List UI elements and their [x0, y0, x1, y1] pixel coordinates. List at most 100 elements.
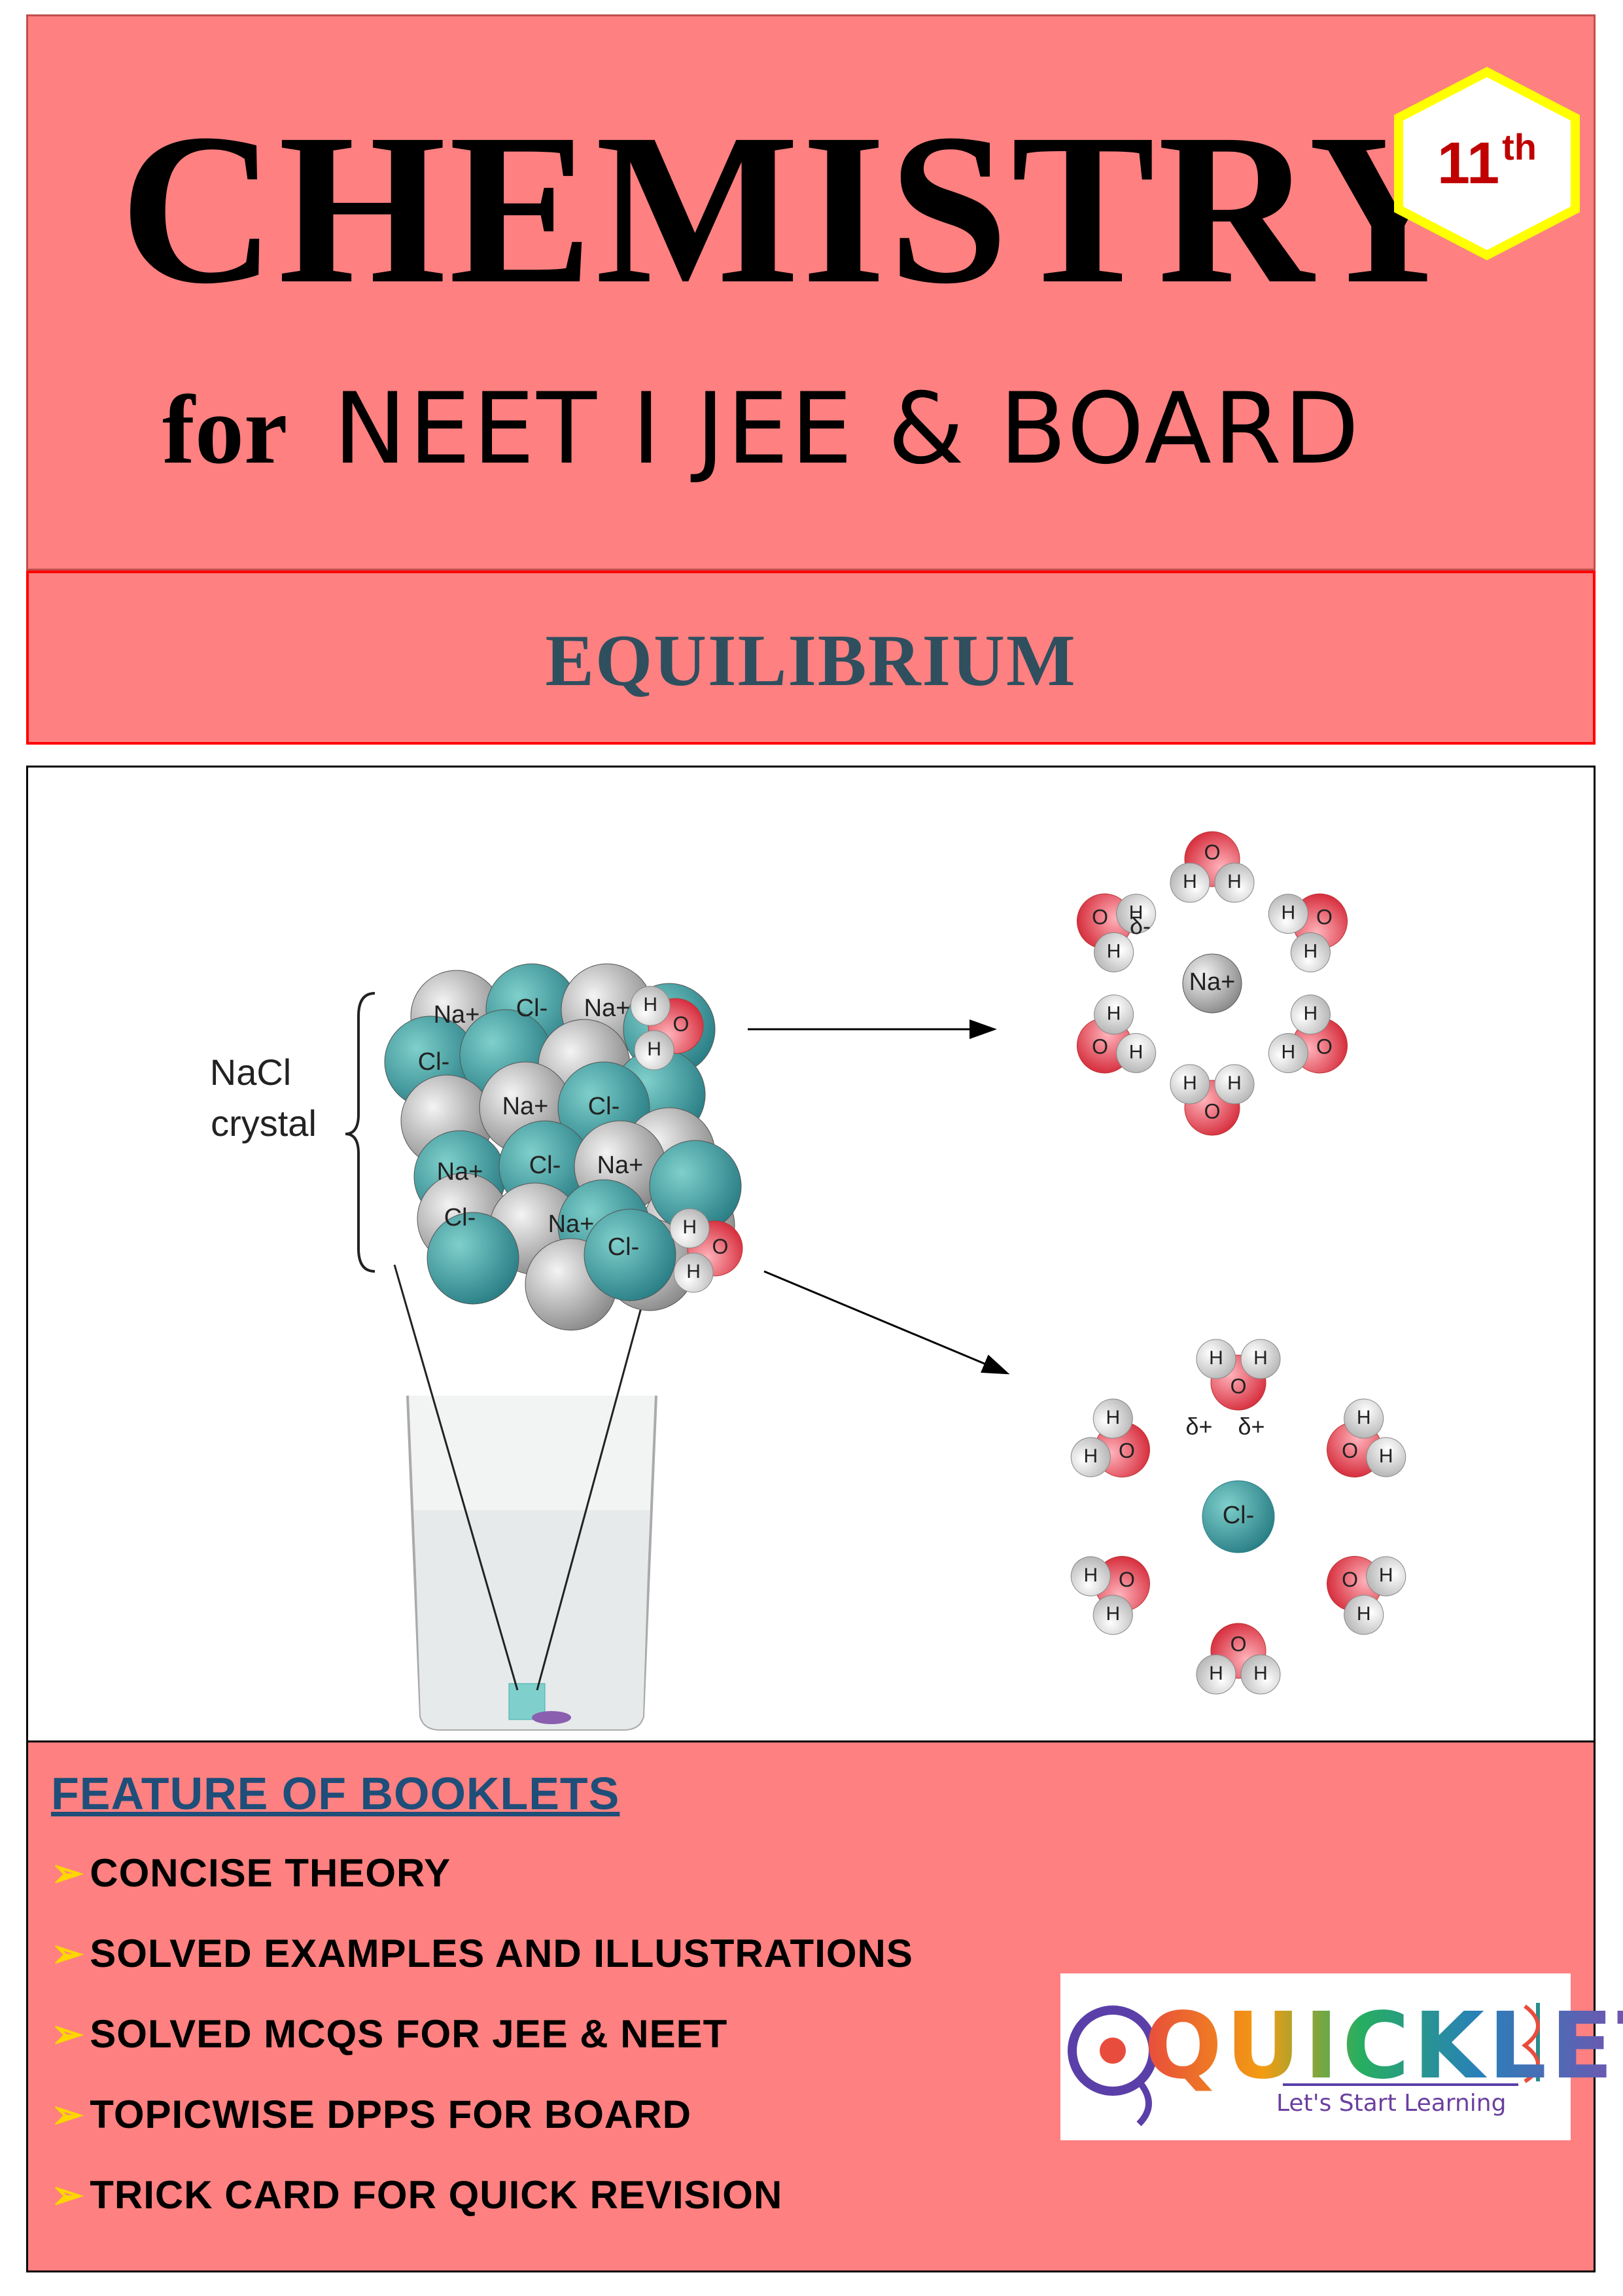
hydrogen-atom	[1290, 995, 1331, 1035]
grade-suffix: th	[1502, 126, 1537, 168]
oxygen-label: O	[1316, 1034, 1333, 1058]
hydrogen-atom	[1170, 1064, 1210, 1104]
hydrogen-atom	[1116, 1033, 1157, 1073]
arrow-bullet-icon: ➢	[51, 2012, 85, 2056]
oxygen-label: O	[1204, 840, 1221, 864]
hydrogen-label: H	[1106, 1603, 1120, 1625]
hydrogen-label: H	[1107, 940, 1121, 962]
hydrogen-atom	[1268, 894, 1308, 934]
water-molecule: OH H	[1170, 1064, 1255, 1136]
sodium-ion-hydrated	[1182, 953, 1242, 1014]
hydrogen-atom	[1290, 932, 1331, 972]
hydrogen-label: H	[1253, 1663, 1268, 1684]
topic-band: EQUILIBRIUM	[26, 571, 1596, 745]
subtitle-for: for	[162, 376, 288, 484]
book-subtitle: for NEET I JEE & BOARD	[162, 380, 1361, 479]
hydrogen-label: H	[1129, 1041, 1143, 1063]
hydrogen-atom	[1094, 995, 1134, 1035]
oxygen-label: O	[1119, 1568, 1135, 1591]
features-title: FEATURE OF BOOKLETS	[51, 1768, 620, 1819]
arrow-bullet-icon: ➢	[51, 1851, 85, 1895]
hydrogen-label: H	[1357, 1407, 1371, 1428]
oxygen-label: O	[1342, 1568, 1358, 1591]
chloride-label: Cl-	[516, 995, 548, 1022]
arrow-bullet-icon: ➢	[51, 2173, 85, 2217]
hydrogen-label: H	[1129, 902, 1143, 923]
hydrogen-label: H	[1227, 1072, 1242, 1094]
sodium-label: Na+	[584, 995, 631, 1022]
hydrogen-label: H	[1083, 1564, 1098, 1586]
hydrogen-label: H	[1379, 1564, 1393, 1586]
grade-number: 11	[1437, 131, 1500, 196]
partial-charge-label: δ+	[1185, 1413, 1212, 1440]
feature-item: ➢ SOLVED MCQS FOR JEE & NEET	[51, 2011, 727, 2057]
hydrogen-atom	[1196, 1339, 1236, 1379]
crystal-label: NaCl	[210, 1051, 291, 1093]
hydrogen-label: H	[1209, 1347, 1223, 1369]
feature-item-text: SOLVED EXAMPLES AND ILLUSTRATIONS	[90, 1932, 913, 1975]
hydrogen-label: H	[1227, 871, 1242, 892]
chloride-ion	[584, 1209, 676, 1301]
header-band: CHEMISTRY for NEET I JEE & BOARD 11th	[26, 14, 1596, 571]
water-molecule-attached: OHH	[630, 985, 704, 1070]
water-molecule: OHH	[1076, 995, 1157, 1074]
oxygen-label: O	[1342, 1439, 1358, 1462]
hydrogen-atom	[1094, 932, 1134, 972]
book-title: CHEMISTRY	[120, 90, 1467, 328]
water-molecule: OHH	[1070, 1398, 1150, 1477]
hydrogen-label: H	[1357, 1603, 1371, 1625]
hydrogen-label: H	[686, 1261, 701, 1282]
hydrogen-atom	[1070, 1437, 1111, 1477]
feature-item: ➢ CONCISE THEORY	[51, 1850, 451, 1896]
grade-badge: 11th	[1386, 65, 1588, 262]
hydrogen-label: H	[1304, 1002, 1318, 1024]
hydrogen-atom	[1344, 1398, 1384, 1439]
chloride-label: Cl-	[588, 1093, 620, 1120]
feature-item-text: CONCISE THEORY	[90, 1851, 451, 1895]
hydrogen-label: H	[1379, 1445, 1393, 1467]
water-molecule: OHH	[1170, 831, 1255, 903]
partial-charge-label: δ-	[1130, 913, 1151, 940]
hydrogen-label: H	[1282, 1041, 1296, 1063]
water-molecule: OHH	[1070, 1556, 1150, 1635]
crystal-label: crystal	[211, 1103, 317, 1144]
hydrogen-atom	[673, 1252, 714, 1293]
hydrogen-label: H	[1183, 1072, 1197, 1094]
subtitle-exams: NEET I JEE & BOARD	[333, 372, 1361, 486]
hydrogen-atom	[1366, 1556, 1406, 1597]
chloride-ion-hydrated	[1202, 1480, 1275, 1553]
arrow-bullet-icon: ➢	[51, 2093, 85, 2136]
oxygen-label: O	[1230, 1374, 1247, 1398]
feature-item: ➢ TOPICWISE DPPS FOR BOARD	[51, 2092, 691, 2138]
dissolving-salt	[532, 1711, 571, 1724]
logo-wordmark: QUICKLET	[1144, 2001, 1623, 2093]
zoom-line	[393, 1264, 519, 1691]
dissolution-illustration: NaCl crystal Na+ Cl- Na+ Cl- Na+ Cl- Na+ Cl- Na+ Cl…	[26, 766, 1596, 1742]
partial-charge-label: δ+	[1238, 1413, 1265, 1440]
hydrogen-atom	[1116, 894, 1157, 934]
oxygen-label: O	[712, 1235, 729, 1258]
grade-label: 11th	[1386, 129, 1588, 196]
feature-item-text: TOPICWISE DPPS FOR BOARD	[90, 2093, 691, 2136]
hydrogen-atom	[1214, 862, 1255, 903]
zoom-line	[536, 1264, 654, 1691]
oxygen-label: O	[1092, 1034, 1108, 1058]
arrow-to-hydrated-cl	[763, 1270, 1010, 1375]
sodium-label: Na+	[597, 1152, 644, 1179]
crystal-brace	[345, 992, 375, 1273]
sodium-label: Na+	[434, 1001, 480, 1029]
quicklet-logo: QUICKLET Let's Start Learning	[1060, 1973, 1623, 2140]
hydrogen-label: H	[682, 1216, 697, 1238]
hydrogen-label: H	[1106, 1407, 1120, 1428]
water-molecule: OHH	[1327, 1398, 1406, 1477]
chloride-label: Cl-	[418, 1048, 450, 1076]
oxygen-label: O	[1204, 1099, 1221, 1123]
nacl-dissolution-diagram: NaCl crystal Na+ Cl- Na+ Cl- Na+ Cl- Na+ Cl- Na+ Cl…	[210, 831, 1406, 1731]
chloride-label: Cl-	[529, 1152, 561, 1179]
water-molecule: OHH	[1268, 995, 1348, 1074]
oxygen-label: O	[1092, 905, 1108, 928]
oxygen-label: O	[1316, 905, 1333, 928]
